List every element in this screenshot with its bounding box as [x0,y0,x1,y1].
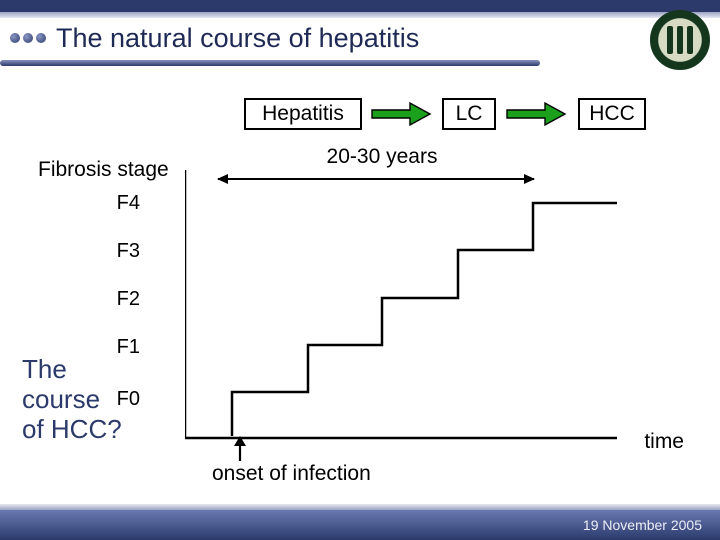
footer-date: 19 November 2005 [583,517,702,533]
up-arrow-icon [232,436,248,462]
arrow-icon [370,101,432,127]
duration-label: 20-30 years [292,145,472,169]
title-bullets [10,33,46,43]
title-bar: The natural course of hepatitis [0,10,720,66]
x-axis-title: time [644,430,684,454]
step-chart [185,170,620,455]
progression-flow: Hepatitis LC HCC [0,98,720,138]
y-tick: F3 [117,240,140,263]
arrow-icon [505,101,567,127]
chart-svg [185,170,620,455]
title-underline [0,60,540,66]
side-note: Thecourseof HCC? [22,355,122,445]
flow-box-hepatitis: Hepatitis [244,98,362,130]
flow-box-hcc: HCC [578,98,646,130]
y-tick: F4 [117,192,140,215]
onset-label: onset of infection [212,462,371,486]
slide-title: The natural course of hepatitis [56,23,419,54]
flow-box-lc: LC [442,98,496,130]
footer-bar: 19 November 2005 [0,510,720,540]
y-axis-title: Fibrosis stage [38,158,169,182]
emblem-icon [650,10,710,70]
y-tick: F2 [117,288,140,311]
